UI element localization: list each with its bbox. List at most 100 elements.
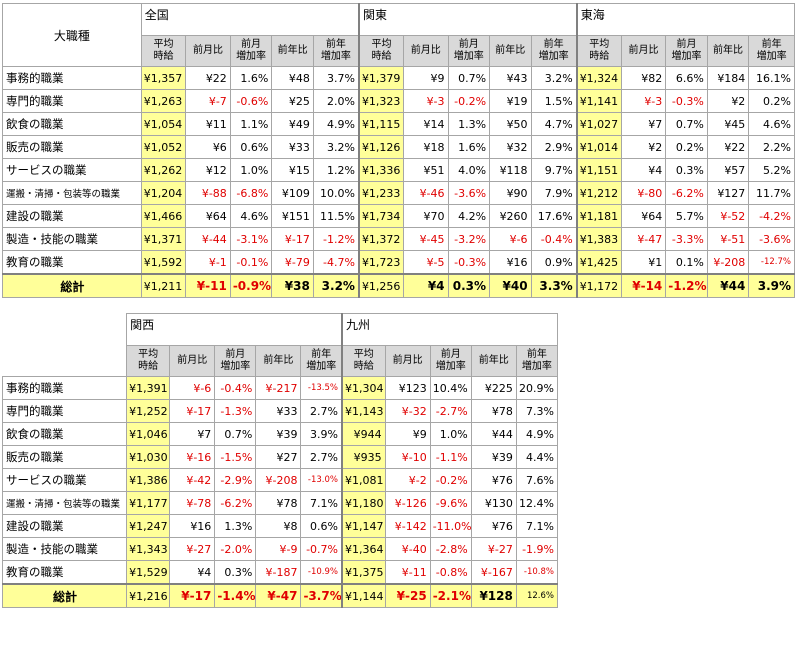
blank-corner (2, 313, 128, 377)
cell-value: ¥18 (402, 135, 449, 159)
cell-value: ¥-217 (255, 376, 302, 400)
cell-value: 12.6% (515, 583, 559, 608)
cell-value: ¥2 (706, 89, 750, 113)
cell-value: ¥27 (255, 445, 302, 469)
cell-value: -0.2% (429, 468, 472, 492)
column-header: 前年 増加率 (530, 35, 578, 67)
cell-value: ¥16 (169, 514, 216, 538)
cell-value: ¥1,147 (340, 514, 386, 538)
table-row: 専門的職業 ¥1,252 ¥-17 -1.3% ¥33 2.7% ¥1,143 ¥-32 -2.… (1, 399, 559, 423)
cell-value: 4.9% (515, 422, 559, 446)
cell-value: ¥1,247 (126, 514, 171, 538)
cell-value: 1.6% (447, 135, 491, 159)
cell-value: -0.9% (229, 273, 273, 298)
table-row: 教育の職業 ¥1,529 ¥4 0.3% ¥-187 -10.9% ¥1,375 ¥-11 -0… (1, 560, 559, 585)
cell-value: -2.1% (429, 583, 472, 608)
cell-value: ¥1,734 (357, 204, 404, 228)
column-header: 平均 時給 (140, 35, 187, 67)
table-row: 事務的職業 ¥1,391 ¥-6 -0.4% ¥-217 -13.5% ¥1,304 ¥123… (1, 376, 559, 400)
column-header: 前年 増加率 (748, 35, 795, 67)
cell-value: ¥1,262 (140, 158, 187, 182)
cell-value: 1.6% (229, 66, 273, 90)
cell-value: -1.1% (429, 445, 472, 469)
cell-value: ¥15 (271, 158, 314, 182)
cell-value: ¥32 (489, 135, 532, 159)
cell-value: -3.3% (665, 227, 708, 251)
table-row: サービスの職業 ¥1,262 ¥12 1.0% ¥15 1.2% ¥1,336 ¥51 4.0%… (2, 158, 795, 182)
cell-value: ¥-78 (169, 491, 216, 515)
cell-value: ¥225 (470, 376, 517, 400)
cell-value: ¥4 (402, 273, 449, 298)
cell-value: ¥260 (489, 204, 532, 228)
cell-value: 11.7% (748, 181, 795, 205)
cell-value: ¥7 (169, 422, 216, 446)
cell-value: ¥-51 (706, 227, 750, 251)
cell-value: ¥-2 (384, 468, 431, 492)
cell-value: ¥39 (470, 445, 517, 469)
cell-value: ¥82 (620, 66, 667, 90)
cell-value: ¥1 (620, 250, 667, 275)
column-header: 前月比 (620, 35, 667, 67)
cell-value: 0.7% (665, 112, 708, 136)
cell-value: -3.6% (447, 181, 491, 205)
cell-value: ¥1,252 (126, 399, 171, 423)
cell-value: 6.6% (665, 66, 708, 90)
column-header: 前年 増加率 (515, 345, 559, 377)
cell-value: 5.2% (748, 158, 795, 182)
cell-value: -0.3% (447, 250, 491, 275)
category-label: 教育の職業 (1, 560, 128, 585)
cell-value: ¥-47 (255, 583, 302, 608)
cell-value: ¥1,054 (140, 112, 187, 136)
cell-value: ¥-25 (384, 583, 431, 608)
cell-value: -13.0% (300, 468, 343, 492)
region-header: 九州 (341, 313, 558, 346)
cell-value: ¥1,204 (140, 181, 187, 205)
cell-value: 1.0% (429, 422, 472, 446)
cell-value: 0.7% (214, 422, 257, 446)
region-header: 関東 (357, 3, 578, 36)
cell-value: ¥1,371 (140, 227, 187, 251)
cell-value: ¥1,081 (340, 468, 386, 492)
cell-value: ¥1,323 (357, 89, 404, 113)
cell-value: ¥1,336 (357, 158, 404, 182)
table-row: 製造・技能の職業 ¥1,371 ¥-44 -3.1% ¥-17 -1.2% ¥1,372 ¥-… (2, 227, 795, 251)
column-header: 前年比 (255, 345, 302, 377)
cell-value: ¥-167 (470, 560, 517, 585)
cell-value: ¥33 (255, 399, 302, 423)
cell-value: 17.6% (530, 204, 578, 228)
cell-value: ¥-187 (255, 560, 302, 585)
cell-value: -0.4% (214, 376, 257, 400)
cell-value: 4.6% (229, 204, 273, 228)
cell-value: 0.1% (665, 250, 708, 275)
table-row: 事務的職業 ¥1,357 ¥22 1.6% ¥48 3.7% ¥1,379 ¥9 0.7% ¥43… (2, 66, 795, 90)
cell-value: 0.2% (665, 135, 708, 159)
cell-value: 4.9% (312, 112, 360, 136)
cell-value: -6.8% (229, 181, 273, 205)
cell-value: ¥1,144 (340, 583, 386, 608)
cell-value: ¥2 (620, 135, 667, 159)
region-header: 関西 (126, 313, 343, 346)
table-row: 建設の職業 ¥1,466 ¥64 4.6% ¥151 11.5% ¥1,734 ¥70 4.2%… (2, 204, 795, 228)
cell-value: -4.7% (312, 250, 360, 275)
cell-value: 3.2% (312, 135, 360, 159)
cell-value: ¥184 (706, 66, 750, 90)
cell-value: ¥22 (185, 66, 231, 90)
category-label: 専門的職業 (2, 89, 142, 113)
cell-value: -1.2% (312, 227, 360, 251)
cell-value: ¥50 (489, 112, 532, 136)
category-label: 製造・技能の職業 (1, 537, 128, 561)
cell-value: ¥1,212 (575, 181, 622, 205)
column-header: 前年比 (706, 35, 750, 67)
cell-value: ¥-42 (169, 468, 216, 492)
table-row: 専門的職業 ¥1,263 ¥-7 -0.6% ¥25 2.0% ¥1,323 ¥-3 -0.2%… (2, 89, 795, 113)
cell-value: ¥40 (489, 273, 532, 298)
cell-value: -0.4% (530, 227, 578, 251)
cell-value: ¥-6 (489, 227, 532, 251)
cell-value: ¥39 (255, 422, 302, 446)
cell-value: ¥78 (255, 491, 302, 515)
cell-value: ¥-6 (169, 376, 216, 400)
table-row: 販売の職業 ¥1,052 ¥6 0.6% ¥33 3.2% ¥1,126 ¥18 1.6% ¥32… (2, 135, 795, 159)
cell-value: ¥1,256 (357, 273, 404, 298)
category-label: 建設の職業 (1, 514, 128, 538)
category-label: 専門的職業 (1, 399, 128, 423)
